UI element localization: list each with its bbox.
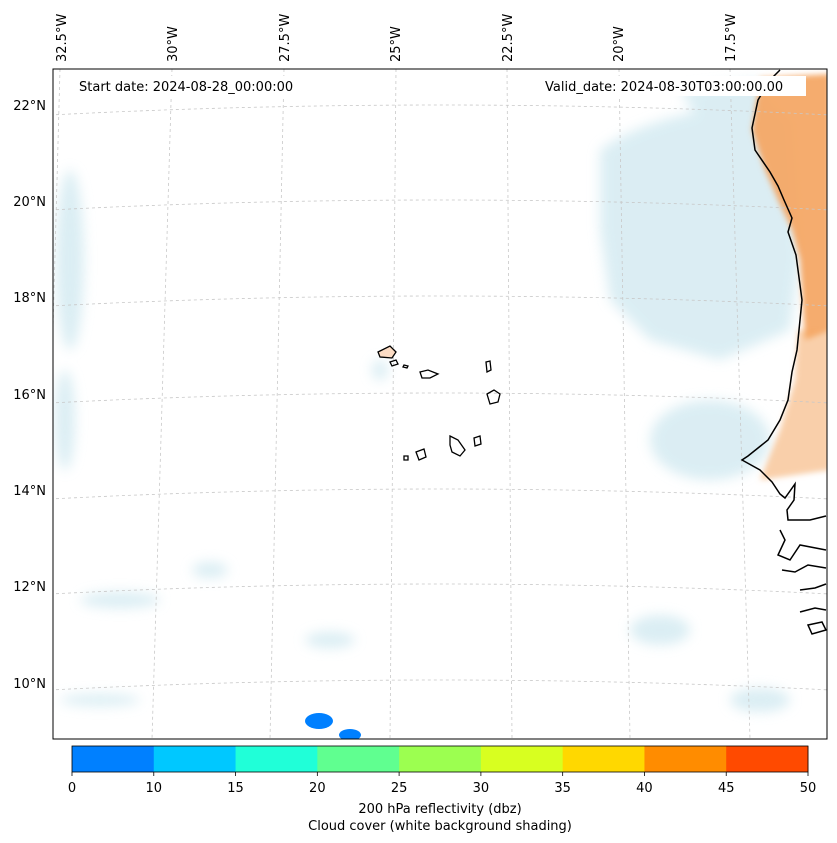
valid-date-box <box>540 76 806 96</box>
cloud-cover-shading <box>55 80 800 712</box>
colorbar-segment <box>644 746 727 772</box>
colorbar-segment <box>153 746 237 772</box>
lat-label: 20°N <box>13 195 46 210</box>
lat-label: 10°N <box>13 677 46 692</box>
map-content <box>53 69 827 739</box>
colorbar-segment <box>235 746 318 772</box>
lon-label: 27.5°W <box>278 14 293 62</box>
map-frame <box>52 68 828 740</box>
colorbar-segment <box>480 746 564 772</box>
lon-label: 32.5°W <box>55 14 70 62</box>
colorbar-tick-label: 25 <box>391 781 408 796</box>
colorbar: 0 10 15 20 25 30 35 40 45 50 <box>68 745 817 796</box>
coastline <box>740 69 827 635</box>
colorbar-label: 200 hPa reflectivity (dbz) <box>358 802 521 817</box>
lon-label: 17.5°W <box>724 14 739 62</box>
colorbar-segment <box>562 746 645 772</box>
colorbar-tick-label: 10 <box>146 781 163 796</box>
lat-label: 16°N <box>13 388 46 403</box>
lon-label: 25°W <box>389 26 404 62</box>
colorbar-tick-label: 30 <box>473 781 490 796</box>
lat-label: 18°N <box>13 291 46 306</box>
lon-label: 30°W <box>166 26 181 62</box>
latitude-labels: 22°N 20°N 18°N 16°N 14°N 12°N 10°N <box>13 99 46 692</box>
colorbar-tick-label: 0 <box>68 781 76 796</box>
lat-label: 14°N <box>13 484 46 499</box>
colorbar-sublabel: Cloud cover (white background shading) <box>308 819 572 834</box>
lat-label: 22°N <box>13 99 46 114</box>
colorbar-segment <box>72 746 155 772</box>
colorbar-segment <box>317 746 400 772</box>
lon-label: 20°W <box>612 26 627 62</box>
colorbar-tick-label: 20 <box>309 781 326 796</box>
cape-verde-islands <box>377 345 501 461</box>
colorbar-tick-label: 45 <box>718 781 735 796</box>
start-date-annotation: Start date: 2024-08-28_00:00:00 <box>79 80 293 95</box>
graticule <box>53 69 827 739</box>
lon-label: 22.5°W <box>501 14 516 62</box>
colorbar-tick-label: 15 <box>227 781 244 796</box>
reflectivity-blobs <box>305 713 361 739</box>
start-date-box <box>74 76 312 96</box>
colorbar-segment <box>399 746 482 772</box>
longitude-labels: 32.5°W 30°W 27.5°W 25°W 22.5°W 20°W 17.5… <box>55 14 739 62</box>
colorbar-border <box>71 745 809 773</box>
valid-date-annotation: Valid_date: 2024-08-30T03:00:00.00 <box>545 80 783 95</box>
reflectivity-shading <box>752 74 827 480</box>
colorbar-tick-label: 35 <box>554 781 571 796</box>
colorbar-tick-label: 40 <box>636 781 653 796</box>
colorbar-tick-label: 50 <box>800 781 817 796</box>
colorbar-segment <box>726 746 809 772</box>
lat-label: 12°N <box>13 580 46 595</box>
